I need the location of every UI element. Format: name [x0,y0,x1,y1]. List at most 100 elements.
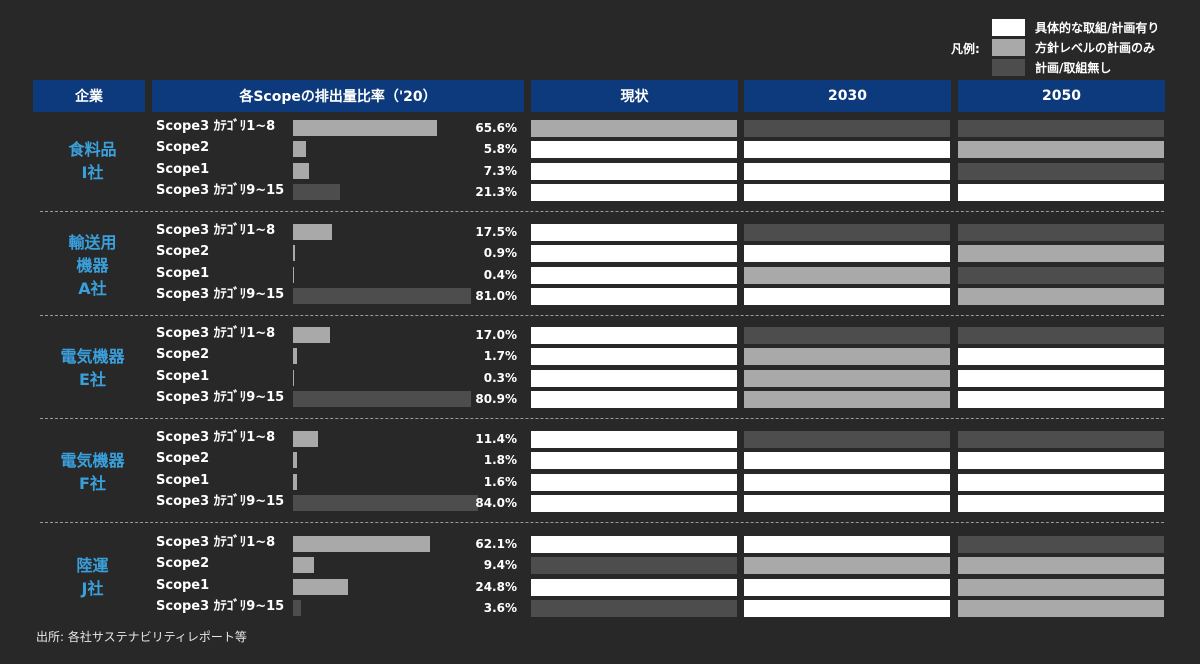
scope-label: Scope3 ｶﾃｺﾞﾘ1~8 [156,430,276,445]
scope-label: Scope3 ｶﾃｺﾞﾘ9~15 [156,598,285,614]
status-cell-white [744,183,950,201]
legend-swatch-lightgray [992,39,1025,56]
share-bar [293,162,310,179]
company-name-line: 輸送用 [68,232,117,252]
legend-swatch-darkgray [992,59,1025,76]
company-name: 輸送用 機器 A社 [40,231,145,300]
share-bar [293,183,340,200]
share-bar [293,578,348,595]
company-name-line: 食料品 [68,140,117,159]
status-cell-white [531,162,737,180]
scope-label: Scope1 [156,577,210,593]
share-percent: 7.3% [483,163,517,178]
share-bar [293,224,332,240]
header-current: 現状 [531,80,738,112]
company-name: 電気機器 F社 [40,449,145,495]
group-divider [40,211,1164,212]
status-cell-white [744,287,950,305]
scope-label: Scope3 ｶﾃｺﾞﾘ9~15 [156,182,285,198]
share-percent: 80.9% [475,391,517,406]
status-cell-dark [958,266,1164,284]
status-cell-white [744,578,950,596]
share-percent: 1.7% [483,349,517,364]
status-cell-white [531,369,737,387]
status-cell-dark [744,327,950,344]
status-cell-dark [531,557,737,575]
scope-label: Scope3 ｶﾃｺﾞﾘ1~8 [156,223,276,238]
share-bar [293,327,331,343]
status-cell-white [531,327,737,344]
share-percent: 62.1% [475,537,517,551]
status-cell-light [958,599,1164,617]
share-percent: 17.0% [475,328,517,342]
header-2030: 2030 [744,80,951,112]
company-name-line: E社 [79,370,106,389]
status-cell-white [744,536,950,553]
status-cell-white [744,473,950,491]
status-cell-white [531,183,737,201]
source-note: 出所: 各社サステナビリティレポート等 [36,630,247,644]
company-name-line: J社 [81,579,104,598]
share-percent: 1.8% [483,453,517,468]
legend-item-none: 計画/取組無し [992,59,1111,76]
share-percent: 9.4% [483,558,517,573]
scope-label: Scope2 [156,244,210,260]
status-cell-light [744,369,950,387]
status-cell-light [958,141,1164,159]
company-name-line: 機器 [76,255,109,275]
scope-label: Scope1 [156,472,210,488]
legend-text-concrete: 具体的な取組/計画有り [1035,21,1160,35]
status-cell-light [744,390,950,408]
share-percent: 5.8% [483,142,517,157]
status-cell-white [531,494,737,512]
scope-label: Scope1 [156,161,210,177]
status-cell-white [958,494,1164,512]
header-2050: 2050 [958,80,1165,112]
status-cell-white [744,162,950,180]
status-cell-dark [958,120,1164,137]
scope-label: Scope3 ｶﾃｺﾞﾘ1~8 [156,535,276,550]
status-cell-dark [531,599,737,617]
company-name: 電気機器 E社 [40,345,145,391]
company-name: 食料品 I社 [40,138,145,184]
status-cell-dark [958,224,1164,241]
group-divider [40,315,1164,316]
company-name-line: 陸運 [76,556,109,575]
status-cell-white [958,348,1164,366]
scope-label: Scope1 [156,368,210,384]
status-cell-light [744,348,950,366]
company-name-line: F社 [79,474,106,493]
status-cell-white [531,390,737,408]
share-bar [293,452,297,469]
status-cell-white [531,141,737,159]
scope-label: Scope3 ｶﾃｺﾞﾘ9~15 [156,389,285,405]
share-bar [293,431,319,447]
status-cell-white [958,183,1164,201]
share-percent: 0.4% [483,267,517,282]
share-percent: 21.3% [475,184,517,199]
status-cell-light [744,557,950,575]
company-name-line: I社 [81,163,104,182]
status-cell-white [744,141,950,159]
share-percent: 81.0% [475,288,517,303]
status-cell-white [531,348,737,366]
status-cell-white [958,369,1164,387]
status-cell-dark [744,431,950,448]
status-cell-white [531,266,737,284]
status-cell-dark [958,327,1164,344]
header-ratio: 各Scopeの排出量比率（'20） [152,80,524,112]
share-bar [293,348,297,365]
status-cell-dark [958,431,1164,448]
status-cell-white [531,578,737,596]
status-cell-white [958,452,1164,470]
share-percent: 1.6% [483,474,517,489]
status-cell-light [958,245,1164,263]
status-cell-white [531,452,737,470]
status-cell-white [744,452,950,470]
status-cell-white [531,245,737,263]
status-cell-light [744,266,950,284]
scope-label: Scope3 ｶﾃｺﾞﾘ9~15 [156,493,285,509]
share-percent: 11.4% [475,432,517,446]
status-cell-white [958,390,1164,408]
share-bar [293,120,438,136]
